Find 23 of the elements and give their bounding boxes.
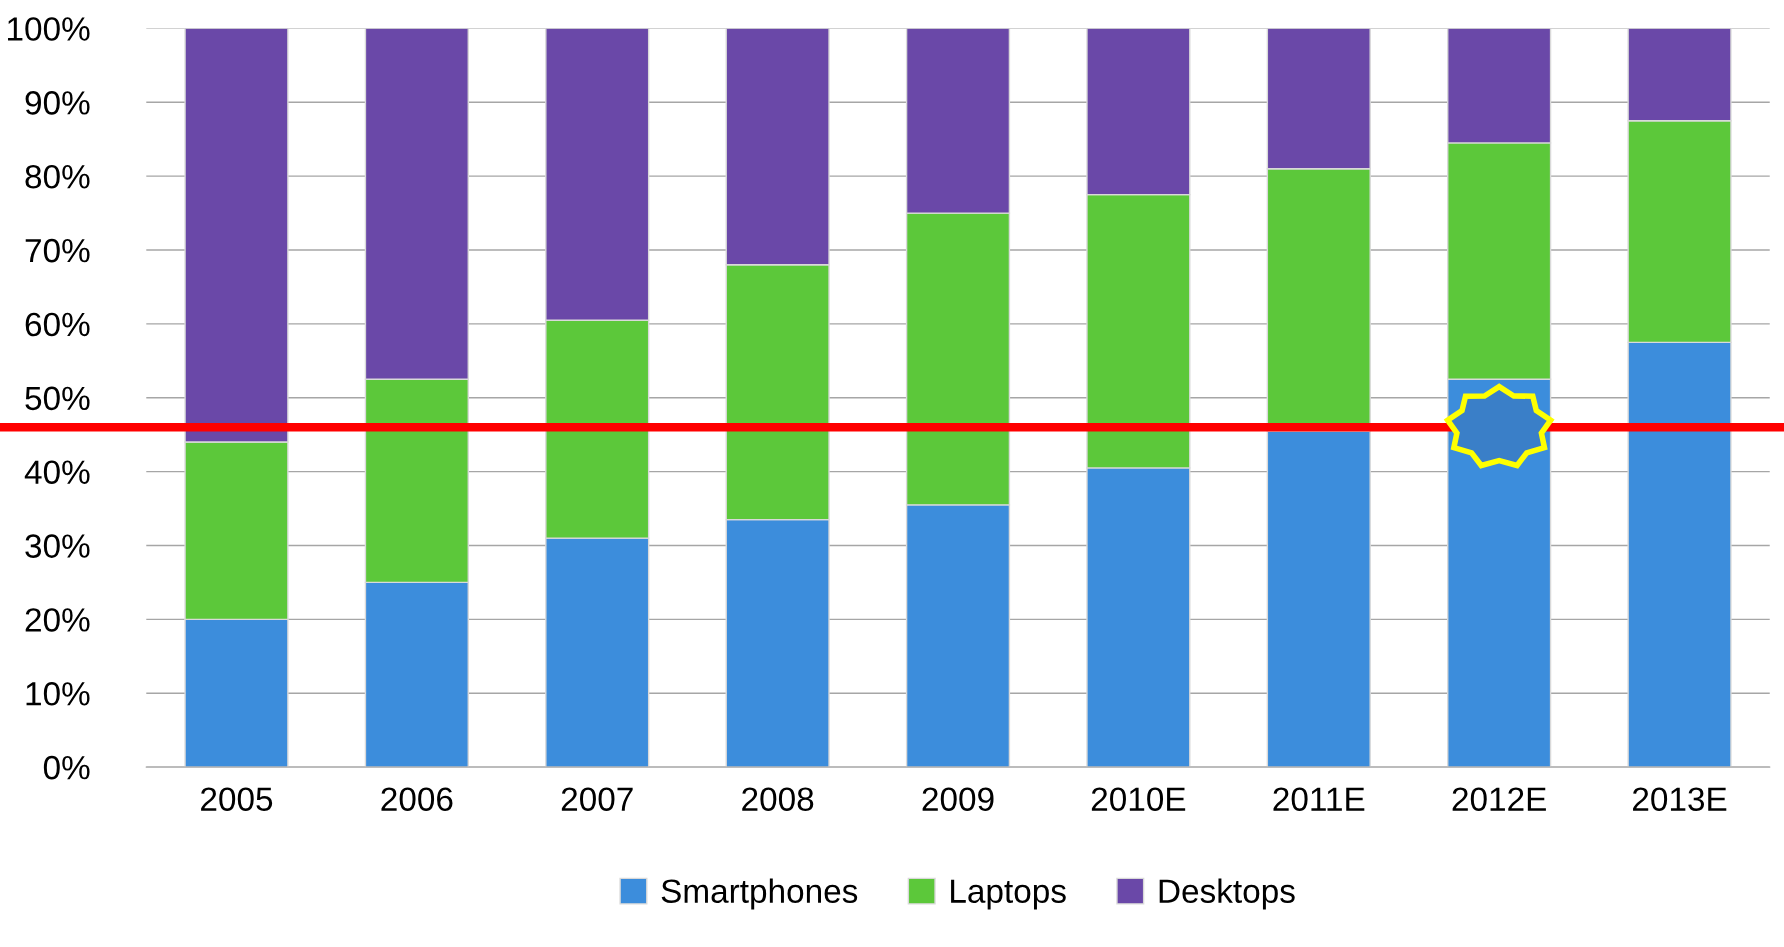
x-tick-label: 2006 [381,787,453,811]
y-tick-label: 100% [8,17,90,41]
x-tick-label: 2011E [1273,787,1365,811]
x-tick-label: 2005 [201,787,273,811]
x-tick-label: 2007 [561,787,633,811]
legend-label: Smartphones [661,878,858,910]
y-tick-label: 0% [43,755,90,780]
legend-label: Laptops [951,879,1066,910]
x-tick-label: 2010E [1091,787,1186,811]
x-tick-label: 2013E [1633,787,1727,811]
y-tick-label: 10% [26,682,90,706]
y-tick-label: 80% [25,164,90,189]
x-tick-label: 2008 [742,787,814,811]
y-tick-label: 50% [25,386,90,411]
y-tick-label: 70% [25,238,90,263]
x-tick-label: 2012E [1452,787,1546,811]
y-tick-label: 20% [25,608,90,632]
y-tick-label: 60% [25,312,90,337]
x-tick-label: 2009 [922,787,994,811]
y-tick-label: 90% [25,91,90,115]
y-tick-label: 40% [24,460,90,485]
y-tick-label: 30% [25,534,90,558]
legend-label: Desktops [1159,878,1295,910]
